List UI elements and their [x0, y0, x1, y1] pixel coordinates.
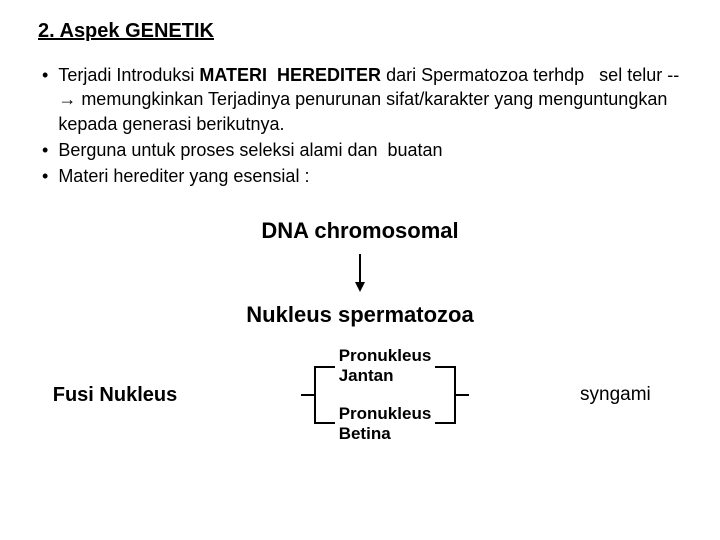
- bullet-text: Berguna untuk proses seleksi alami dan b…: [58, 138, 690, 162]
- pronukleus-labels: PronukleusJantan PronukleusBetina: [339, 346, 432, 444]
- flow-step-dna: DNA chromosomal: [30, 218, 690, 244]
- bullet-dot-icon: •: [42, 164, 48, 188]
- bullet-item: • Terjadi Introduksi MATERI HEREDITER da…: [60, 63, 690, 136]
- bullet-item: • Materi herediter yang esensial :: [60, 164, 690, 188]
- bullet-text: Terjadi Introduksi MATERI HEREDITER dari…: [58, 63, 690, 136]
- pronukleus-jantan-label: PronukleusJantan: [339, 346, 432, 386]
- flow-diagram: DNA chromosomal Nukleus spermatozoa Fusi…: [30, 218, 690, 444]
- syngami-label: syngami: [580, 384, 680, 406]
- fork-group: PronukleusJantan PronukleusBetina: [299, 346, 472, 444]
- left-bracket-icon: [299, 355, 339, 435]
- bullet-dot-icon: •: [42, 138, 48, 162]
- bullet-item: • Berguna untuk proses seleksi alami dan…: [60, 138, 690, 162]
- bullet-list: • Terjadi Introduksi MATERI HEREDITER da…: [60, 63, 690, 188]
- section-heading: 2. Aspek GENETIK: [38, 20, 690, 43]
- fusi-nukleus-label: Fusi Nukleus: [40, 384, 190, 407]
- lower-row: Fusi Nukleus PronukleusJantan Pronukleus…: [30, 346, 690, 444]
- flow-step-nukleus: Nukleus spermatozoa: [30, 302, 690, 328]
- bullet-dot-icon: •: [42, 63, 48, 136]
- right-bracket-icon: [431, 355, 471, 435]
- arrow-down-icon: [353, 252, 367, 294]
- pronukleus-betina-label: PronukleusBetina: [339, 404, 432, 444]
- bullet-text: Materi herediter yang esensial :: [58, 164, 690, 188]
